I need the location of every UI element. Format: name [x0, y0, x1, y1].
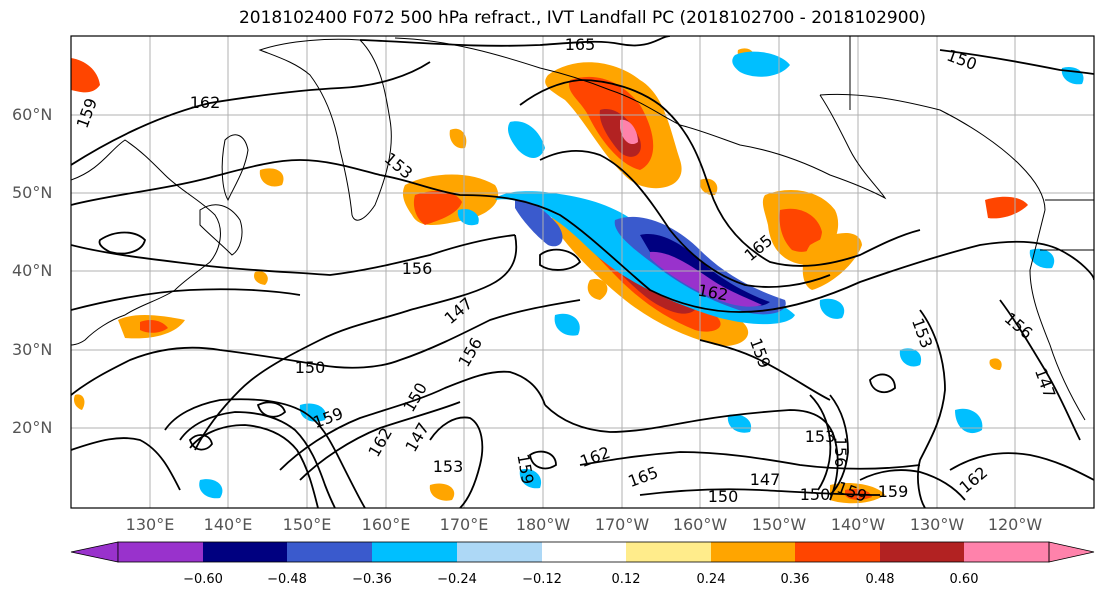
contour-label: 156 — [831, 437, 850, 468]
colorbar-segment — [964, 542, 1049, 562]
colorbar-tick-label: 0.24 — [696, 572, 726, 587]
colorbar-segment — [795, 542, 880, 562]
lon-label: 150°E — [282, 515, 332, 534]
contour-label: 147 — [1031, 366, 1059, 401]
lat-label: 40°N — [12, 261, 53, 280]
contour-label: 153 — [433, 457, 464, 476]
contour-label: 150 — [944, 46, 979, 74]
colorbar-extend-max — [1048, 541, 1095, 563]
colorbar-tick-label: 0.60 — [949, 572, 979, 587]
positive-shading — [71, 48, 1028, 504]
contour-label: 159 — [746, 336, 774, 371]
colorbar-segment — [118, 542, 203, 562]
contour-label: 159 — [73, 96, 101, 131]
colorbar-tick-label: 0.36 — [780, 572, 810, 587]
contour-label: 162 — [190, 93, 221, 112]
colorbar-extend-min — [70, 541, 119, 563]
colorbar-tick-label: −0.12 — [522, 572, 562, 587]
lon-label: 130°E — [125, 515, 175, 534]
lon-label: 120°W — [987, 515, 1043, 534]
colorbar-segment — [880, 542, 964, 562]
colorbar-segment — [711, 542, 795, 562]
figure-title: 2018102400 F072 500 hPa refract., IVT La… — [238, 8, 926, 28]
contour-lines — [71, 36, 1094, 508]
lon-label: 170°W — [594, 515, 650, 534]
lon-label: 140°E — [203, 515, 253, 534]
lon-label: 150°W — [751, 515, 807, 534]
lat-label: 60°N — [12, 105, 53, 124]
contour-label: 159 — [513, 452, 537, 485]
contour-label: 156 — [1001, 309, 1037, 343]
contour-label: 150 — [295, 358, 326, 377]
contour-label: 159 — [878, 482, 909, 501]
contour-label: 150 — [708, 487, 739, 506]
colorbar-segment — [457, 542, 542, 562]
contour-label: 153 — [805, 427, 836, 446]
contour-label: 162 — [956, 463, 992, 497]
lon-label: 130°W — [909, 515, 965, 534]
lon-label: 160°E — [361, 515, 411, 534]
colorbar-segment — [203, 542, 287, 562]
contour-label: 162 — [578, 443, 613, 471]
contour-label: 165 — [565, 35, 596, 54]
colorbar-segment — [626, 542, 711, 562]
contour-label: 147 — [441, 294, 477, 328]
lon-label: 180°W — [515, 515, 571, 534]
contour-label: 165 — [626, 463, 661, 491]
shading-layer — [71, 48, 1084, 504]
contour-label: 153 — [908, 316, 936, 351]
colorbar-segment — [287, 542, 372, 562]
lon-label: 160°W — [672, 515, 728, 534]
colorbar-tick-label: 0.48 — [865, 572, 895, 587]
colorbar-tick-label: 0.12 — [611, 572, 641, 587]
colorbar-segment — [372, 542, 457, 562]
map-frame — [70, 35, 1095, 509]
lat-label: 30°N — [12, 340, 53, 359]
gridlines — [71, 36, 1094, 508]
lat-label: 50°N — [12, 183, 53, 202]
colorbar-tick-label: −0.60 — [183, 572, 223, 587]
colorbar — [70, 541, 1095, 563]
contour-label: 150 — [800, 485, 831, 504]
colorbar-tick-label: −0.24 — [437, 572, 477, 587]
lon-label: 140°W — [830, 515, 886, 534]
contour-label: 147 — [750, 470, 781, 489]
colorbar-tick-label: −0.48 — [267, 572, 307, 587]
colorbar-tick-label: −0.36 — [352, 572, 392, 587]
lat-label: 20°N — [12, 418, 53, 437]
colorbar-segment — [542, 542, 626, 562]
lon-label: 170°E — [439, 515, 489, 534]
contour-label: 156 — [402, 259, 433, 278]
